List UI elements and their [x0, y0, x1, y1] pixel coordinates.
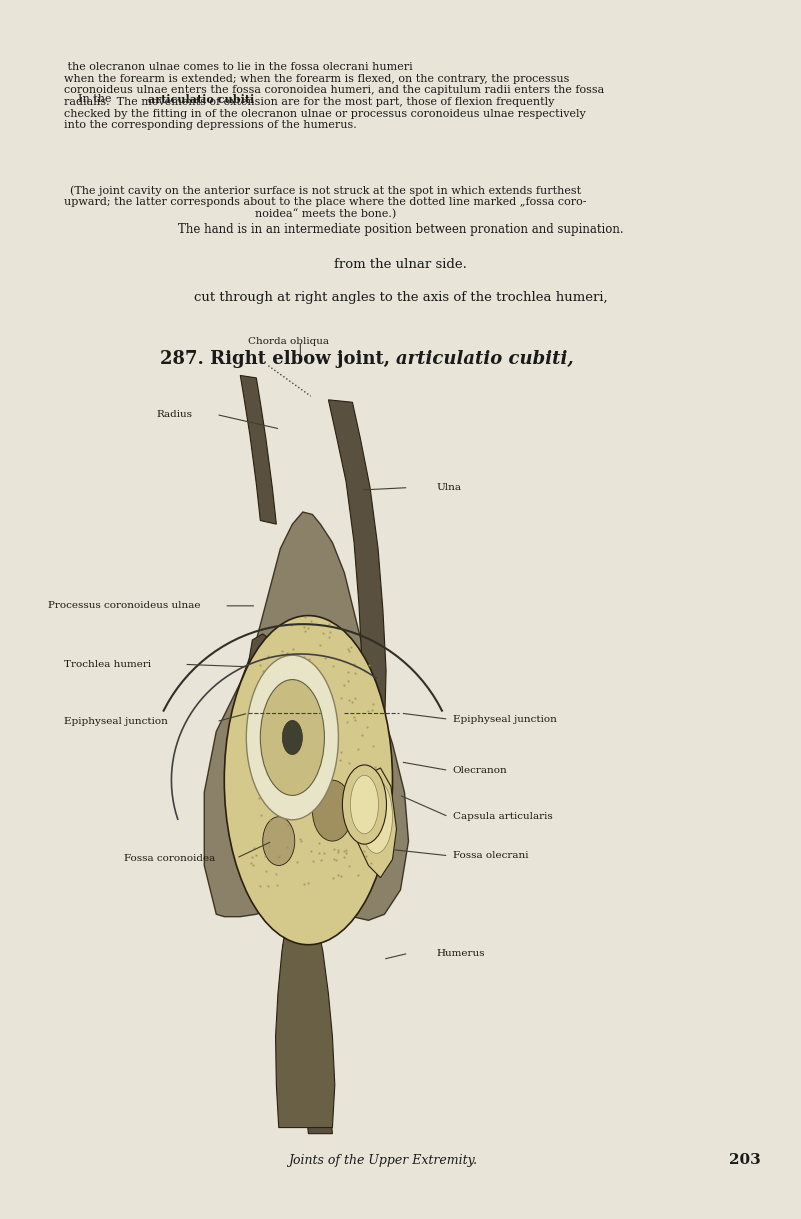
- Ellipse shape: [248, 658, 336, 817]
- Text: (The joint cavity on the anterior surface is not struck at the spot in which ext: (The joint cavity on the anterior surfac…: [64, 185, 586, 219]
- Text: the olecranon ulnae comes to lie in the fossa olecrani humeri
when the forearm i: the olecranon ulnae comes to lie in the …: [64, 62, 604, 130]
- Polygon shape: [204, 512, 409, 920]
- Ellipse shape: [263, 683, 322, 792]
- Text: Fossa olecrani: Fossa olecrani: [453, 851, 528, 861]
- Ellipse shape: [351, 775, 378, 834]
- Ellipse shape: [228, 622, 388, 939]
- Text: Fossa coronoidea: Fossa coronoidea: [124, 853, 215, 863]
- Text: Trochlea humeri: Trochlea humeri: [64, 659, 151, 669]
- Text: articulatio cubiti,: articulatio cubiti,: [396, 350, 574, 368]
- Ellipse shape: [312, 780, 352, 841]
- Ellipse shape: [283, 720, 303, 755]
- Text: 287. Right elbow joint,: 287. Right elbow joint,: [160, 350, 396, 368]
- Text: Epiphyseal junction: Epiphyseal junction: [453, 714, 557, 724]
- Text: Chorda obliqua: Chorda obliqua: [248, 336, 329, 346]
- Text: The hand is in an intermediate position between pronation and supination.: The hand is in an intermediate position …: [178, 223, 623, 236]
- Ellipse shape: [260, 680, 324, 796]
- Text: Epiphyseal junction: Epiphyseal junction: [64, 717, 168, 727]
- Text: Processus coronoideus ulnae: Processus coronoideus ulnae: [48, 601, 200, 611]
- Polygon shape: [283, 945, 332, 1134]
- Text: Humerus: Humerus: [437, 948, 485, 958]
- Polygon shape: [276, 908, 335, 1128]
- Polygon shape: [240, 375, 276, 524]
- Text: Joints of the Upper Extremity.: Joints of the Upper Extremity.: [288, 1154, 477, 1167]
- FancyBboxPatch shape: [104, 402, 585, 1146]
- Ellipse shape: [343, 766, 386, 844]
- Text: Ulna: Ulna: [437, 483, 461, 492]
- Polygon shape: [328, 400, 386, 768]
- Ellipse shape: [224, 616, 392, 945]
- Text: Olecranon: Olecranon: [453, 766, 507, 775]
- Text: 203: 203: [729, 1153, 761, 1168]
- Text: In the: In the: [64, 94, 115, 104]
- Polygon shape: [248, 634, 295, 695]
- Text: from the ulnar side.: from the ulnar side.: [334, 258, 467, 272]
- Ellipse shape: [263, 817, 295, 865]
- Text: articulatio cubiti: articulatio cubiti: [148, 94, 255, 105]
- Text: Capsula articularis: Capsula articularis: [453, 812, 553, 822]
- Text: Radius: Radius: [156, 410, 192, 419]
- Ellipse shape: [360, 780, 392, 853]
- Text: cut through at right angles to the axis of the trochlea humeri,: cut through at right angles to the axis …: [194, 291, 607, 305]
- Ellipse shape: [247, 656, 339, 820]
- Polygon shape: [348, 768, 396, 878]
